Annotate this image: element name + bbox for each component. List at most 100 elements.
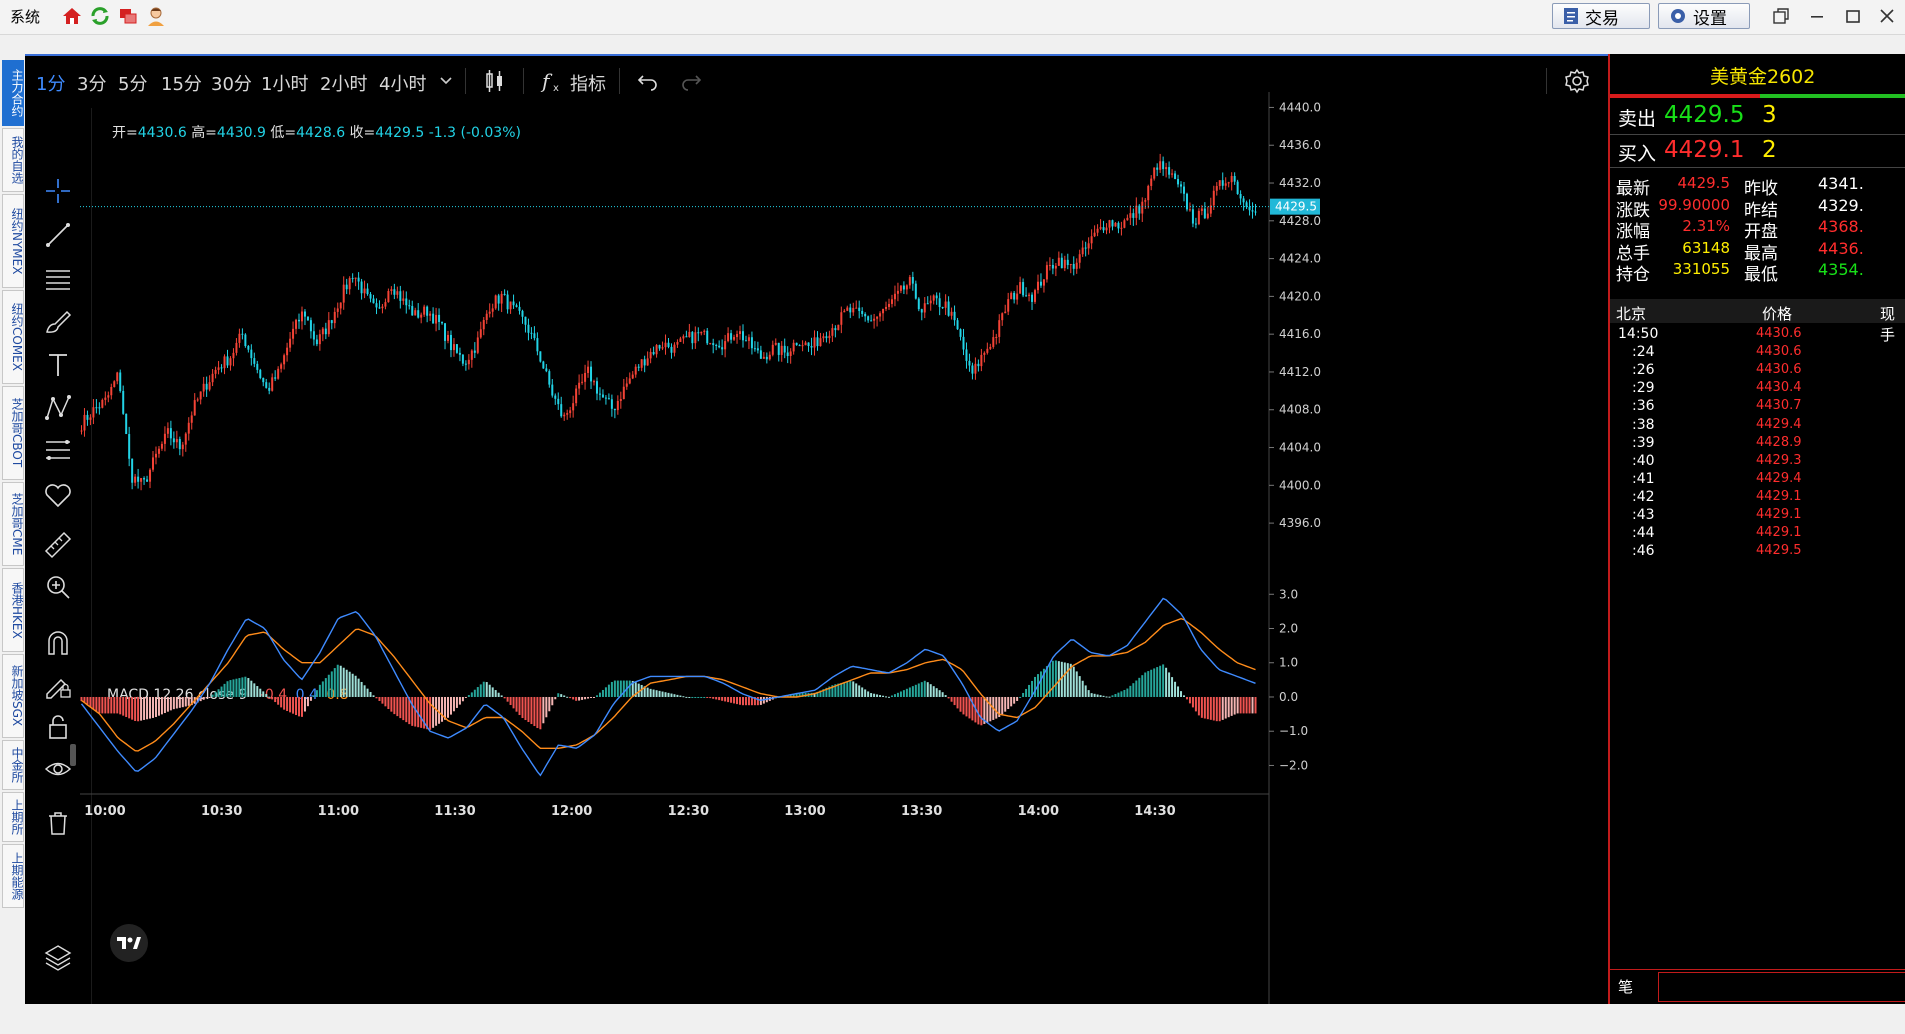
- tick-time: :44: [1632, 525, 1655, 542]
- timeframe-1m[interactable]: 1分: [36, 74, 66, 95]
- candle-body: [515, 305, 518, 307]
- zoom-in-icon[interactable]: [43, 572, 73, 602]
- candle-body: [426, 306, 429, 316]
- crosshair-icon[interactable]: [43, 176, 73, 206]
- macd-histogram-bar: [375, 696, 378, 699]
- close-value: 4429.5: [375, 125, 425, 141]
- undo-icon[interactable]: [637, 70, 659, 96]
- trade-button[interactable]: 交易: [1552, 3, 1650, 29]
- tab-ine[interactable]: 上期能源: [2, 844, 24, 908]
- macd-histogram-bar: [83, 696, 86, 704]
- refresh-icon[interactable]: [88, 4, 112, 28]
- candle-body: [420, 314, 423, 318]
- macd-signal-line: [81, 617, 1256, 752]
- macd-histogram-bar: [935, 688, 938, 697]
- timeframe-2h[interactable]: 2小时: [320, 74, 368, 95]
- timeframe-30m[interactable]: 30分: [211, 74, 252, 95]
- home-icon[interactable]: [60, 4, 84, 28]
- macd-histogram-bar: [536, 696, 539, 729]
- visibility-eye-icon[interactable]: [43, 754, 73, 784]
- candle-body: [1215, 186, 1218, 191]
- timeframe-1h[interactable]: 1小时: [261, 74, 309, 95]
- candle-body: [429, 313, 432, 316]
- macd-histogram-bar: [1177, 686, 1180, 697]
- candle-body: [932, 295, 935, 301]
- pattern-tool-icon[interactable]: [43, 393, 73, 423]
- restore-window-icon[interactable]: [1764, 2, 1798, 30]
- tab-hkex[interactable]: 香港HKEX: [2, 568, 24, 652]
- candle-body: [1051, 264, 1054, 269]
- candle-body: [405, 298, 408, 306]
- tab-main-contract[interactable]: 主力合约: [2, 60, 24, 126]
- settings-button[interactable]: 设置: [1658, 3, 1750, 29]
- text-tool-icon[interactable]: [43, 350, 73, 380]
- tab-my-watchlist[interactable]: 我的自选: [2, 128, 24, 192]
- menu-system[interactable]: 系统: [10, 8, 41, 26]
- redo-icon[interactable]: [680, 70, 702, 96]
- chart-settings-gear-icon[interactable]: [1563, 67, 1591, 99]
- trash-icon[interactable]: [43, 808, 73, 838]
- timeframe-5m[interactable]: 5分: [118, 74, 148, 95]
- macd-histogram-bar: [402, 696, 405, 721]
- maximize-window-icon[interactable]: [1836, 2, 1870, 30]
- tab-cbot[interactable]: 芝加哥CBOT: [2, 386, 24, 480]
- status-bar: [0, 1004, 1905, 1034]
- market-tabs: 主力合约 我的自选 纽约NYMEX 纽约COMEX 芝加哥CBOT 芝加哥CME…: [0, 58, 25, 918]
- tab-shfe[interactable]: 上期所: [2, 792, 24, 842]
- candle-body: [1162, 161, 1165, 170]
- candle-body: [986, 348, 989, 353]
- macd-histogram-bar: [1165, 667, 1168, 697]
- tab-comex[interactable]: 纽约COMEX: [2, 290, 24, 384]
- windows-icon[interactable]: [116, 4, 140, 28]
- layers-icon[interactable]: [43, 942, 73, 972]
- chevron-down-icon[interactable]: [439, 72, 453, 91]
- tick-mode-tab[interactable]: 笔: [1618, 978, 1634, 996]
- candle-body: [977, 363, 980, 367]
- macd-histogram-bar: [747, 696, 750, 706]
- macd-histogram-bar: [932, 686, 935, 697]
- horizontal-lines-icon[interactable]: [43, 263, 73, 293]
- macd-histogram-bar: [187, 696, 190, 706]
- tick-time: :29: [1632, 380, 1655, 397]
- candle-body: [166, 428, 169, 434]
- timeframe-15m[interactable]: 15分: [161, 74, 202, 95]
- brush-icon[interactable]: [43, 306, 73, 336]
- tradingview-logo[interactable]: [110, 924, 148, 962]
- macd-histogram-bar: [792, 693, 795, 697]
- tab-sgx[interactable]: 新加坡SGX: [2, 654, 24, 738]
- price-chart-svg[interactable]: 4440.0 4436.0 4432.0 4428.0 4424.0 4420.0 4416…: [25, 56, 1608, 1006]
- user-avatar-icon[interactable]: [144, 4, 168, 28]
- timeframe-3m[interactable]: 3分: [77, 74, 107, 95]
- candle-body: [500, 293, 503, 304]
- tab-cffex[interactable]: 中金所: [2, 740, 24, 790]
- magnet-icon[interactable]: [43, 628, 73, 658]
- macd-histogram-bar: [1072, 666, 1075, 697]
- ruler-icon[interactable]: [43, 530, 73, 560]
- lock-icon[interactable]: [43, 712, 73, 742]
- minimize-window-icon[interactable]: [1800, 2, 1834, 30]
- candle-body: [631, 374, 634, 379]
- candle-type-icon[interactable]: [483, 68, 507, 98]
- candle-body: [250, 349, 253, 359]
- tab-nymex[interactable]: 纽约NYMEX: [2, 194, 24, 288]
- timeframe-4h[interactable]: 4小时: [379, 74, 427, 95]
- lock-drawing-icon[interactable]: [43, 670, 73, 700]
- candle-body: [1221, 180, 1224, 186]
- macd-histogram-bar: [712, 696, 715, 699]
- macd-histogram-bar: [977, 696, 980, 725]
- macd-histogram-bar: [545, 696, 548, 718]
- trend-line-icon[interactable]: [43, 220, 73, 250]
- tick-mode-selected[interactable]: [1658, 972, 1905, 1002]
- tab-cme[interactable]: 芝加哥CME: [2, 482, 24, 566]
- close-window-icon[interactable]: [1870, 2, 1904, 30]
- macd-histogram-bar: [852, 681, 855, 697]
- candle-body: [849, 307, 852, 313]
- candle-body: [175, 439, 178, 443]
- indicator-button[interactable]: 指标: [570, 74, 606, 95]
- fibonacci-icon[interactable]: [43, 436, 73, 466]
- candle-body: [658, 345, 661, 349]
- macd-histogram-bar: [795, 692, 798, 697]
- candle-body: [265, 382, 268, 388]
- favorite-heart-icon[interactable]: [43, 480, 73, 510]
